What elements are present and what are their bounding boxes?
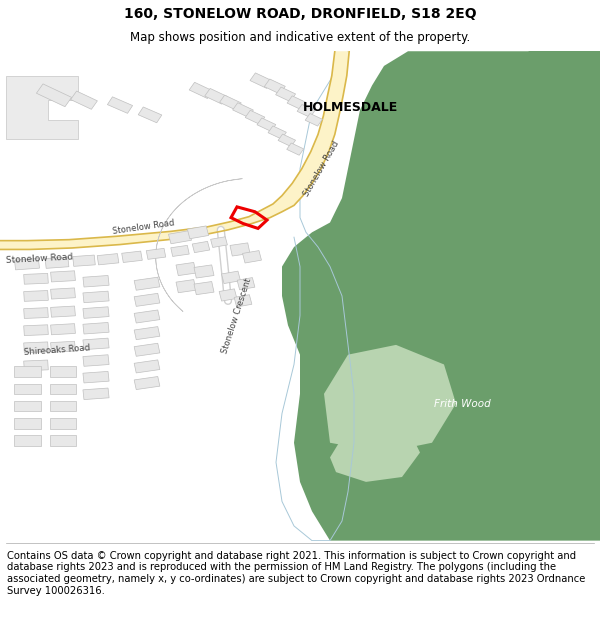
Bar <box>83 276 109 287</box>
Bar <box>14 435 41 446</box>
Bar <box>73 255 95 266</box>
Bar <box>50 306 76 317</box>
Bar <box>233 102 253 118</box>
Polygon shape <box>330 423 420 482</box>
Bar <box>287 143 304 155</box>
Bar <box>37 84 71 107</box>
Bar <box>176 262 196 276</box>
Text: Stonelow Road: Stonelow Road <box>112 219 176 236</box>
Text: Stonelow Road: Stonelow Road <box>302 139 340 198</box>
Text: Stonelow Crescent: Stonelow Crescent <box>221 277 253 354</box>
Bar <box>83 307 109 318</box>
Bar <box>50 366 76 377</box>
Bar <box>50 435 76 446</box>
Bar <box>71 91 97 109</box>
Bar <box>194 265 214 278</box>
Bar <box>297 104 315 118</box>
Polygon shape <box>528 51 600 110</box>
Bar <box>50 384 76 394</box>
Bar <box>24 325 48 336</box>
Bar <box>134 277 160 290</box>
Bar <box>220 95 241 110</box>
Bar <box>219 289 237 301</box>
Bar <box>45 257 69 268</box>
Bar <box>138 107 162 123</box>
Polygon shape <box>282 51 600 541</box>
Bar <box>146 248 166 259</box>
Bar <box>234 295 252 307</box>
Polygon shape <box>0 51 349 249</box>
Bar <box>122 251 142 262</box>
Bar <box>275 87 296 101</box>
Bar <box>134 376 160 389</box>
Bar <box>134 343 160 356</box>
Bar <box>14 366 41 377</box>
Bar <box>245 110 265 124</box>
Bar <box>134 360 160 373</box>
Bar <box>50 418 76 429</box>
Text: Contains OS data © Crown copyright and database right 2021. This information is : Contains OS data © Crown copyright and d… <box>7 551 586 596</box>
Bar <box>14 401 41 411</box>
Bar <box>134 310 160 323</box>
Polygon shape <box>324 345 456 452</box>
Bar <box>242 251 262 263</box>
Bar <box>24 342 48 352</box>
Bar <box>287 96 306 109</box>
Bar <box>24 291 48 301</box>
Bar <box>50 271 76 282</box>
Bar <box>24 308 48 319</box>
Text: Map shows position and indicative extent of the property.: Map shows position and indicative extent… <box>130 31 470 44</box>
Bar <box>24 273 48 284</box>
Bar <box>97 254 119 265</box>
Text: HOLMESDALE: HOLMESDALE <box>304 101 398 114</box>
Bar <box>134 293 160 306</box>
Text: 160, STONELOW ROAD, DRONFIELD, S18 2EQ: 160, STONELOW ROAD, DRONFIELD, S18 2EQ <box>124 8 476 21</box>
Bar <box>83 388 109 399</box>
Bar <box>194 281 214 294</box>
Bar <box>176 279 196 292</box>
Text: Shireoaks Road: Shireoaks Road <box>23 343 91 357</box>
Bar <box>24 360 48 371</box>
Bar <box>50 401 76 411</box>
Bar <box>278 134 296 146</box>
Bar <box>169 231 191 244</box>
Bar <box>134 327 160 339</box>
Bar <box>171 246 189 256</box>
Text: Frith Wood: Frith Wood <box>434 399 490 409</box>
Bar <box>237 278 255 290</box>
Bar <box>230 243 250 256</box>
Bar <box>50 324 76 335</box>
Bar <box>14 384 41 394</box>
Bar <box>211 237 227 248</box>
Bar <box>50 288 76 299</box>
Bar <box>83 355 109 366</box>
Bar <box>83 338 109 349</box>
Bar <box>107 97 133 113</box>
Bar <box>189 82 213 99</box>
Bar <box>83 322 109 334</box>
Bar <box>14 418 41 429</box>
Bar <box>83 371 109 383</box>
Bar <box>50 341 76 352</box>
Bar <box>187 226 209 239</box>
Bar <box>305 113 322 126</box>
Polygon shape <box>6 76 78 139</box>
Bar <box>192 241 210 252</box>
Bar <box>268 126 286 139</box>
Bar <box>14 258 40 270</box>
Bar <box>265 79 285 94</box>
Text: Stonelow Road: Stonelow Road <box>5 253 73 266</box>
Bar <box>83 291 109 302</box>
Bar <box>221 271 241 284</box>
Bar <box>205 88 227 104</box>
Bar <box>250 73 272 88</box>
Bar <box>257 118 276 131</box>
Polygon shape <box>156 179 242 312</box>
